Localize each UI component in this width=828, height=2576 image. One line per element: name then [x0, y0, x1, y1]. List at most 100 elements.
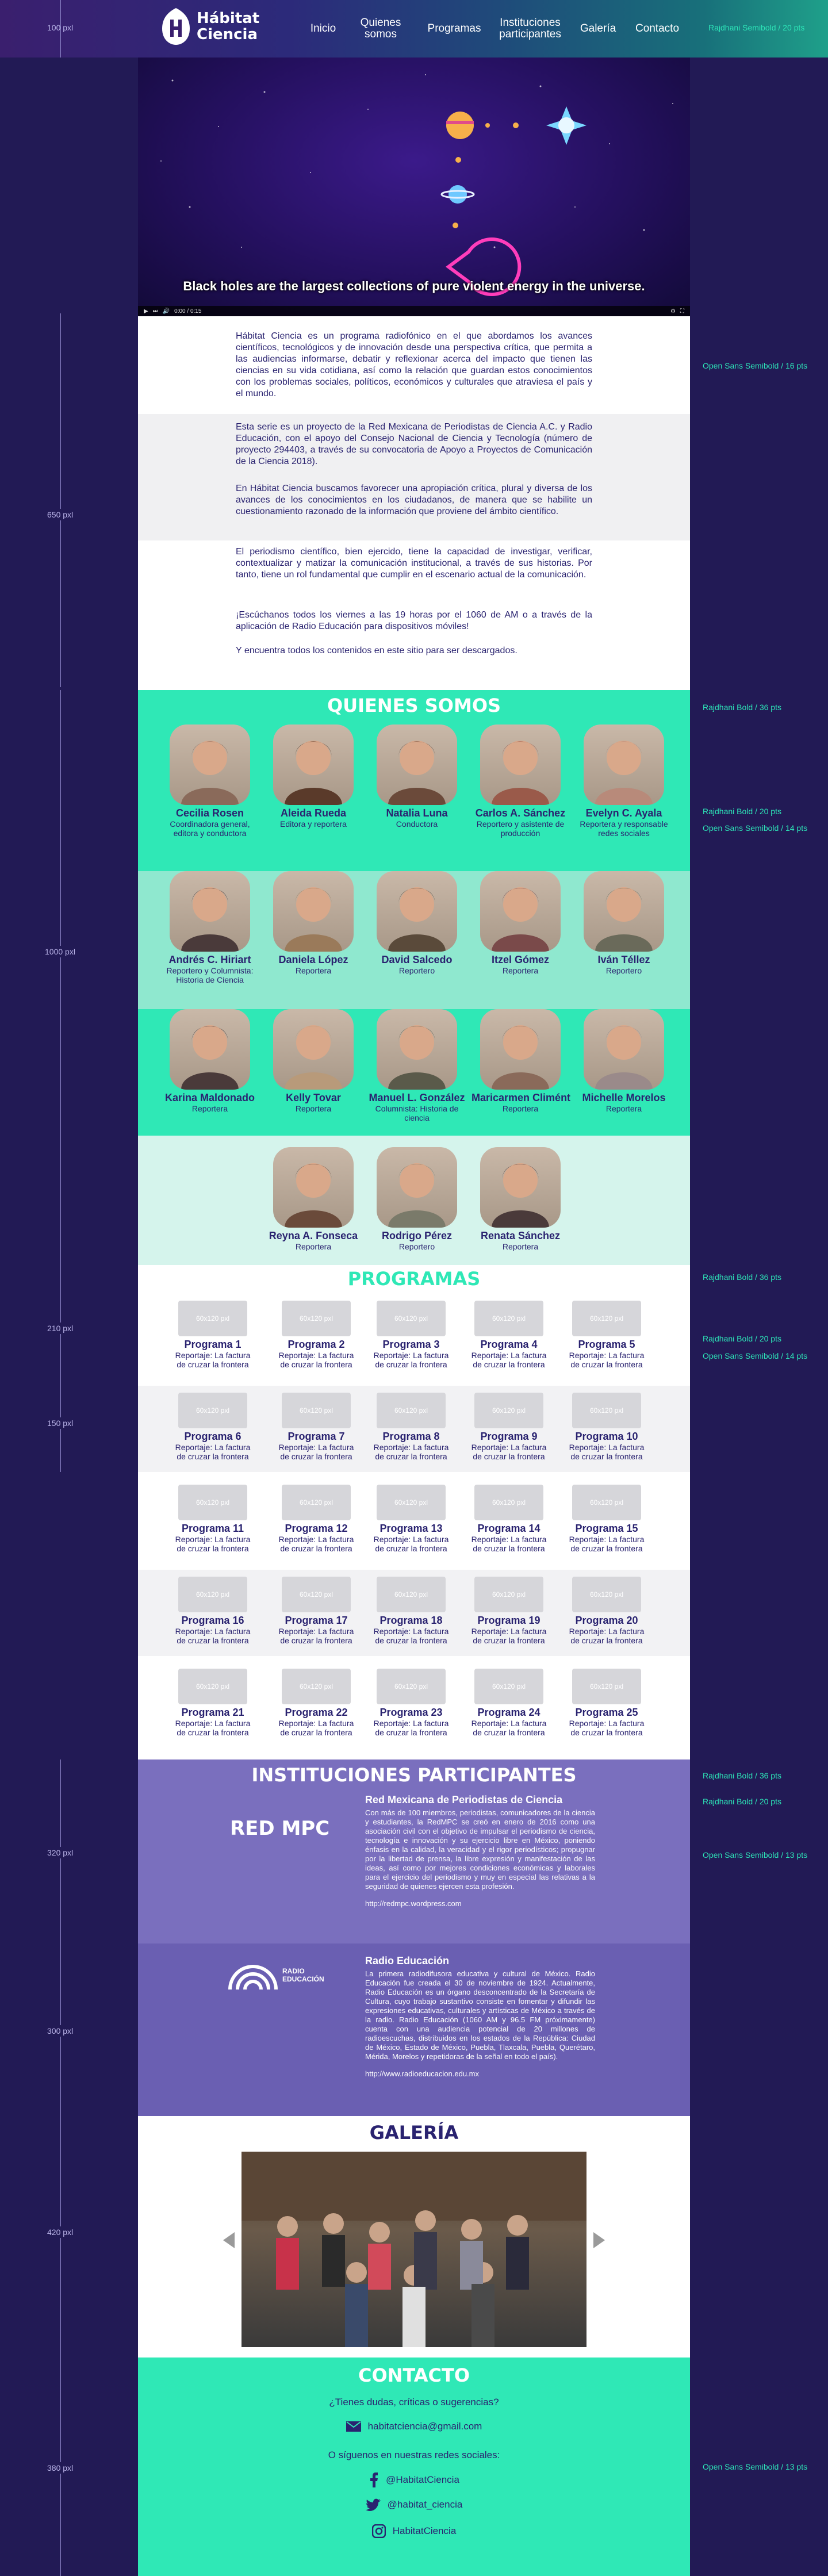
twitter-handle[interactable]: @habitat_ciencia — [387, 2499, 463, 2510]
gallery-prev-button[interactable] — [223, 2232, 235, 2248]
nav-instituciones[interactable]: Instituciones participantes — [499, 17, 561, 40]
program-thumbnail[interactable]: 60x120 pxl — [377, 1577, 446, 1612]
member-avatar-icon — [492, 887, 549, 952]
program-desc: Reportaje: La factura de cruzar la front… — [175, 1443, 251, 1461]
member-photo — [377, 1009, 457, 1090]
program-card[interactable]: 60x120 pxl Programa 12 Reportaje: La factu… — [276, 1485, 356, 1553]
program-thumbnail[interactable]: 60x120 pxl — [474, 1393, 543, 1428]
program-thumbnail[interactable]: 60x120 pxl — [377, 1393, 446, 1428]
program-thumbnail[interactable]: 60x120 pxl — [178, 1485, 247, 1520]
program-card[interactable]: 60x120 pxl Programa 7 Reportaje: La factur… — [276, 1393, 356, 1461]
facebook-row[interactable]: @HabitatCiencia — [138, 2472, 690, 2487]
program-title: Programa 21 — [181, 1707, 244, 1718]
contact-email[interactable]: habitatciencia@gmail.com — [367, 2421, 482, 2432]
redmpc-url[interactable]: http://redmpc.wordpress.com — [365, 1899, 462, 1908]
program-thumbnail[interactable]: 60x120 pxl — [377, 1485, 446, 1520]
measure-somos: 1000 pxl — [45, 946, 75, 957]
program-thumbnail[interactable]: 60x120 pxl — [178, 1393, 247, 1428]
program-card[interactable]: 60x120 pxl Programa 10 Reportaje: La factu… — [566, 1393, 647, 1461]
program-thumbnail[interactable]: 60x120 pxl — [178, 1669, 247, 1704]
next-icon[interactable]: ⏭ — [152, 308, 158, 315]
program-desc: Reportaje: La factura de cruzar la front… — [569, 1627, 645, 1645]
program-thumbnail[interactable]: 60x120 pxl — [474, 1669, 543, 1704]
program-thumbnail[interactable]: 60x120 pxl — [572, 1485, 641, 1520]
program-card[interactable]: 60x120 pxl Programa 4 Reportaje: La factur… — [469, 1301, 549, 1369]
instagram-row[interactable]: HabitatCiencia — [138, 2524, 690, 2538]
program-card[interactable]: 60x120 pxl Programa 15 Reportaje: La factu… — [566, 1485, 647, 1553]
member-name: David Salcedo — [381, 954, 453, 965]
program-card[interactable]: 60x120 pxl Programa 24 Reportaje: La factu… — [469, 1669, 549, 1737]
program-card[interactable]: 60x120 pxl Programa 1 Reportaje: La factur… — [172, 1301, 253, 1369]
program-card[interactable]: 60x120 pxl Programa 5 Reportaje: La factur… — [566, 1301, 647, 1369]
team-section: QUIENES SOMOS Cecilia Rosen Coordinadora … — [138, 690, 690, 1265]
program-card[interactable]: 60x120 pxl Programa 13 Reportaje: La factu… — [371, 1485, 451, 1553]
program-card[interactable]: 60x120 pxl Programa 2 Reportaje: La factur… — [276, 1301, 356, 1369]
program-title: Programa 14 — [477, 1523, 540, 1534]
program-thumbnail[interactable]: 60x120 pxl — [282, 1393, 351, 1428]
gallery-next-button[interactable] — [593, 2232, 605, 2248]
nav-inicio[interactable]: Inicio — [310, 22, 336, 34]
program-thumbnail[interactable]: 60x120 pxl — [572, 1301, 641, 1336]
contact-email-row[interactable]: habitatciencia@gmail.com — [138, 2421, 690, 2432]
program-thumbnail[interactable]: 60x120 pxl — [282, 1301, 351, 1336]
program-thumbnail[interactable]: 60x120 pxl — [282, 1485, 351, 1520]
program-card[interactable]: 60x120 pxl Programa 18 Reportaje: La factu… — [371, 1577, 451, 1645]
program-card[interactable]: 60x120 pxl Programa 23 Reportaje: La factu… — [371, 1669, 451, 1737]
program-thumbnail[interactable]: 60x120 pxl — [377, 1301, 446, 1336]
hero-video[interactable]: Black holes are the largest collections … — [138, 57, 690, 316]
program-thumbnail[interactable]: 60x120 pxl — [178, 1301, 247, 1336]
volume-icon[interactable]: 🔊 — [162, 308, 170, 315]
program-thumbnail[interactable]: 60x120 pxl — [474, 1485, 543, 1520]
program-thumbnail[interactable]: 60x120 pxl — [282, 1577, 351, 1612]
radio-educacion-url[interactable]: http://www.radioeducacion.edu.mx — [365, 2069, 479, 2078]
member-role: Reportero y Columnista: Historia de Cien… — [166, 966, 254, 984]
programs-section: PROGRAMAS 60x120 pxl Programa 1 Reportaje:… — [138, 1265, 690, 1759]
program-card[interactable]: 60x120 pxl Programa 22 Reportaje: La factu… — [276, 1669, 356, 1737]
program-card[interactable]: 60x120 pxl Programa 11 Reportaje: La factu… — [172, 1485, 253, 1553]
program-card[interactable]: 60x120 pxl Programa 8 Reportaje: La factur… — [371, 1393, 451, 1461]
twitter-row[interactable]: @habitat_ciencia — [138, 2498, 690, 2511]
program-thumbnail[interactable]: 60x120 pxl — [572, 1669, 641, 1704]
contact-question-text: ¿Tienes dudas, críticas o sugerencias? — [329, 2397, 499, 2408]
measure-prog1: 210 pxl — [47, 1322, 74, 1334]
program-thumbnail[interactable]: 60x120 pxl — [572, 1577, 641, 1612]
program-thumbnail[interactable]: 60x120 pxl — [282, 1669, 351, 1704]
program-title: Programa 22 — [285, 1707, 348, 1718]
nav-quienes-somos[interactable]: Quienes somos — [360, 17, 401, 40]
nav-programas[interactable]: Programas — [427, 22, 481, 34]
video-controls[interactable]: ▶ ⏭ 🔊 0:00 / 0:15 ⚙ ⛶ — [138, 306, 690, 316]
program-card[interactable]: 60x120 pxl Programa 6 Reportaje: La factur… — [172, 1393, 253, 1461]
social-intro: O síguenos en nuestras redes sociales: — [138, 2450, 690, 2461]
program-card[interactable]: 60x120 pxl Programa 25 Reportaje: La factu… — [566, 1669, 647, 1737]
redmpc-logo[interactable]: RED MPC — [230, 1817, 329, 1840]
program-card[interactable]: 60x120 pxl Programa 19 Reportaje: La factu… — [469, 1577, 549, 1645]
program-desc: Reportaje: La factura de cruzar la front… — [471, 1351, 547, 1369]
program-thumbnail[interactable]: 60x120 pxl — [572, 1393, 641, 1428]
program-card[interactable]: 60x120 pxl Programa 14 Reportaje: La factu… — [469, 1485, 549, 1553]
instagram-handle[interactable]: HabitatCiencia — [392, 2525, 457, 2536]
facebook-handle[interactable]: @HabitatCiencia — [386, 2474, 459, 2485]
settings-icon[interactable]: ⚙ — [670, 308, 676, 315]
program-card[interactable]: 60x120 pxl Programa 20 Reportaje: La factu… — [566, 1577, 647, 1645]
program-thumbnail[interactable]: 60x120 pxl — [474, 1301, 543, 1336]
program-card[interactable]: 60x120 pxl Programa 16 Reportaje: La factu… — [172, 1577, 253, 1645]
program-title: Programa 18 — [379, 1615, 443, 1626]
program-title: Programa 23 — [379, 1707, 443, 1718]
program-card[interactable]: 60x120 pxl Programa 17 Reportaje: La factu… — [276, 1577, 356, 1645]
program-title: Programa 6 — [184, 1431, 241, 1442]
program-thumbnail[interactable]: 60x120 pxl — [474, 1577, 543, 1612]
fullscreen-icon[interactable]: ⛶ — [680, 308, 684, 315]
member-name: Natalia Luna — [386, 807, 448, 819]
program-card[interactable]: 60x120 pxl Programa 3 Reportaje: La factur… — [371, 1301, 451, 1369]
radio-educacion-logo[interactable]: RADIO EDUCACIÓN — [227, 1958, 324, 1992]
program-thumbnail[interactable]: 60x120 pxl — [377, 1669, 446, 1704]
team-member: Evelyn C. Ayala Reportera y responsable r… — [575, 724, 673, 838]
program-card[interactable]: 60x120 pxl Programa 21 Reportaje: La factu… — [172, 1669, 253, 1737]
program-thumbnail[interactable]: 60x120 pxl — [178, 1577, 247, 1612]
nav-contacto[interactable]: Contacto — [635, 22, 680, 34]
nav-galeria[interactable]: Galería — [580, 22, 616, 34]
site-logo[interactable]: Hábitat Ciencia — [159, 6, 259, 47]
program-card[interactable]: 60x120 pxl Programa 9 Reportaje: La factur… — [469, 1393, 549, 1461]
play-icon[interactable]: ▶ — [144, 308, 148, 315]
member-avatar-icon — [595, 1025, 653, 1090]
